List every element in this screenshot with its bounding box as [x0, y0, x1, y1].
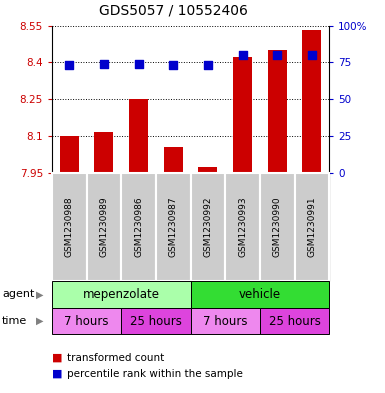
Bar	[129, 99, 148, 173]
Point	[136, 61, 142, 67]
Bar	[260, 308, 329, 334]
Point	[101, 61, 107, 67]
Bar	[164, 147, 183, 173]
Text: GSM1230989: GSM1230989	[99, 196, 109, 257]
Text: time: time	[2, 316, 27, 326]
Text: ▶: ▶	[36, 316, 43, 326]
Bar	[268, 50, 287, 173]
Text: GSM1230992: GSM1230992	[203, 197, 213, 257]
Text: ■: ■	[52, 353, 62, 363]
Bar	[121, 173, 156, 281]
Bar	[191, 173, 225, 281]
Text: 25 hours: 25 hours	[269, 314, 320, 328]
Text: 25 hours: 25 hours	[130, 314, 182, 328]
Text: GSM1230993: GSM1230993	[238, 196, 247, 257]
Text: GSM1230986: GSM1230986	[134, 196, 143, 257]
Text: GDS5057 / 10552406: GDS5057 / 10552406	[99, 4, 248, 18]
Bar	[260, 173, 295, 281]
Bar	[295, 173, 329, 281]
Bar	[191, 281, 329, 308]
Point	[239, 52, 246, 58]
Bar	[52, 308, 121, 334]
Point	[205, 62, 211, 68]
Bar	[198, 167, 218, 173]
Text: percentile rank within the sample: percentile rank within the sample	[67, 369, 243, 379]
Text: GSM1230987: GSM1230987	[169, 196, 178, 257]
Bar	[52, 173, 87, 281]
Text: vehicle: vehicle	[239, 288, 281, 301]
Bar	[225, 173, 260, 281]
Bar	[121, 308, 191, 334]
Bar	[52, 281, 191, 308]
Text: GSM1230990: GSM1230990	[273, 196, 282, 257]
Text: GSM1230991: GSM1230991	[307, 196, 316, 257]
Bar	[94, 132, 114, 173]
Text: 7 hours: 7 hours	[203, 314, 248, 328]
Text: ■: ■	[52, 369, 62, 379]
Text: mepenzolate: mepenzolate	[83, 288, 160, 301]
Bar	[156, 173, 191, 281]
Point	[66, 62, 72, 68]
Text: 7 hours: 7 hours	[64, 314, 109, 328]
Point	[170, 62, 176, 68]
Text: ▶: ▶	[36, 289, 43, 299]
Bar	[233, 57, 252, 173]
Bar	[60, 136, 79, 173]
Text: transformed count: transformed count	[67, 353, 165, 363]
Bar	[302, 31, 321, 173]
Point	[309, 52, 315, 58]
Bar	[87, 173, 121, 281]
Bar	[191, 308, 260, 334]
Text: agent: agent	[2, 289, 34, 299]
Point	[274, 52, 280, 58]
Text: GSM1230988: GSM1230988	[65, 196, 74, 257]
